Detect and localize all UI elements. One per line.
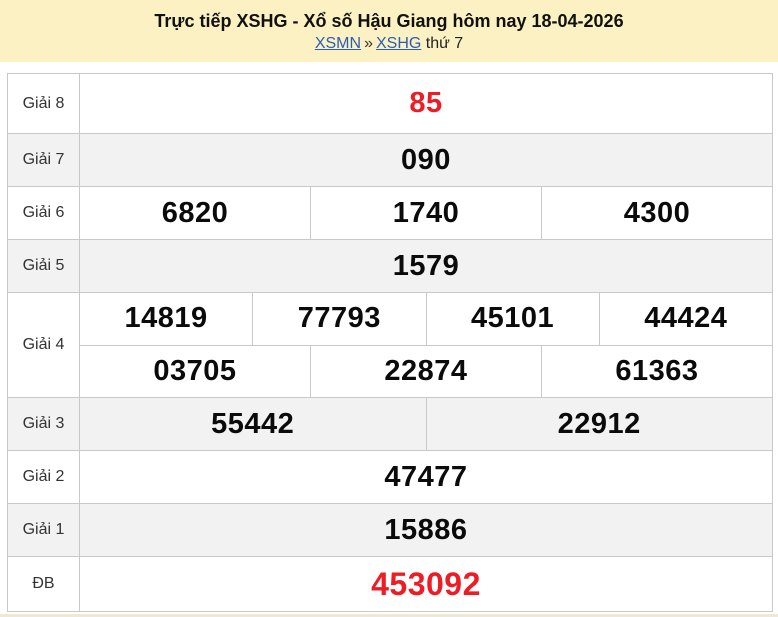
- prize-number-group: 14819 77793 45101 44424: [80, 293, 772, 345]
- prize-label: Giải 2: [8, 451, 80, 503]
- prize-numbers-area: 55442 22912: [80, 398, 772, 450]
- prize-numbers-area: 14819 77793 45101 44424 03705 22874 61363: [80, 293, 772, 397]
- prize-row: Giải 6 6820 1740 4300: [8, 187, 772, 240]
- breadcrumb-suffix: thứ 7: [425, 34, 464, 52]
- prize-number: 55442: [211, 407, 295, 440]
- prize-label: Giải 1: [8, 504, 80, 556]
- prize-row: Giải 3 55442 22912: [8, 398, 772, 451]
- prize-row: Giải 5 1579: [8, 240, 772, 293]
- prize-number: 6820: [161, 196, 229, 229]
- prize-number: 14819: [124, 302, 208, 335]
- prize-number: 44424: [598, 293, 772, 345]
- prize-number-group: 85: [80, 74, 772, 133]
- prize-number-group: 6820 1740 4300: [80, 187, 772, 239]
- prize-numbers-area: 47477: [80, 451, 772, 503]
- prize-number: 1740: [310, 187, 541, 239]
- prize-number: 47477: [384, 460, 468, 493]
- page-title: Trực tiếp XSHG - Xổ số Hậu Giang hôm nay…: [154, 10, 624, 31]
- prize-number-group: 15886: [80, 504, 772, 556]
- prize-row: Giải 7 090: [8, 134, 772, 187]
- prize-row: Giải 1 15886: [8, 504, 772, 557]
- prize-number: 4300: [541, 187, 772, 239]
- prize-number: 22874: [310, 345, 541, 397]
- prize-label: Giải 5: [8, 240, 80, 292]
- breadcrumb-link-xsmn[interactable]: XSMN: [314, 34, 362, 52]
- prize-numbers-area: 090: [80, 134, 772, 186]
- prize-label: Giải 7: [8, 134, 80, 186]
- prize-numbers-area: 453092: [80, 557, 772, 611]
- prize-number: 45101: [425, 293, 599, 345]
- prize-numbers-area: 15886: [80, 504, 772, 556]
- prize-row: Giải 2 47477: [8, 451, 772, 504]
- prize-number: 15886: [384, 513, 468, 546]
- prize-label: Giải 6: [8, 187, 80, 239]
- prize-numbers-area: 1579: [80, 240, 772, 292]
- prize-number-group: 47477: [80, 451, 772, 503]
- prize-row: Giải 4 14819 77793 45101 44424 03705 22874 6136…: [8, 293, 772, 398]
- header: Trực tiếp XSHG - Xổ số Hậu Giang hôm nay…: [0, 0, 778, 62]
- prize-row: ĐB 453092: [8, 557, 772, 611]
- prize-number-group: 090: [80, 134, 772, 186]
- prize-number-group: 1579: [80, 240, 772, 292]
- bottom-divider: [0, 614, 778, 617]
- prize-label: ĐB: [8, 557, 80, 611]
- prize-label: Giải 4: [8, 293, 80, 397]
- prize-number: 77793: [252, 293, 425, 345]
- prize-numbers-area: 85: [80, 74, 772, 133]
- prize-number: 1579: [392, 249, 460, 282]
- prize-row: Giải 8 85: [8, 74, 772, 134]
- lottery-results-table: Giải 8 85 Giải 7 090 Giải 6 6820 1740 4300 Giải …: [7, 73, 773, 612]
- prize-number: 03705: [153, 354, 237, 387]
- prize-number: 61363: [541, 345, 772, 397]
- prize-number: 85: [409, 87, 443, 119]
- prize-number: 22912: [425, 398, 773, 450]
- prize-number: 090: [401, 143, 451, 176]
- breadcrumb: XSMN» XSHG thứ 7: [315, 34, 463, 53]
- prize-numbers-area: 6820 1740 4300: [80, 187, 772, 239]
- breadcrumb-separator: »: [364, 34, 373, 52]
- prize-number-group: 03705 22874 61363: [80, 344, 772, 397]
- prize-number-group: 453092: [80, 557, 772, 611]
- prize-number-group: 55442 22912: [80, 398, 772, 450]
- breadcrumb-link-xshg[interactable]: XSHG: [375, 34, 422, 52]
- prize-label: Giải 3: [8, 398, 80, 450]
- prize-number: 453092: [371, 565, 481, 602]
- prize-label: Giải 8: [8, 74, 80, 133]
